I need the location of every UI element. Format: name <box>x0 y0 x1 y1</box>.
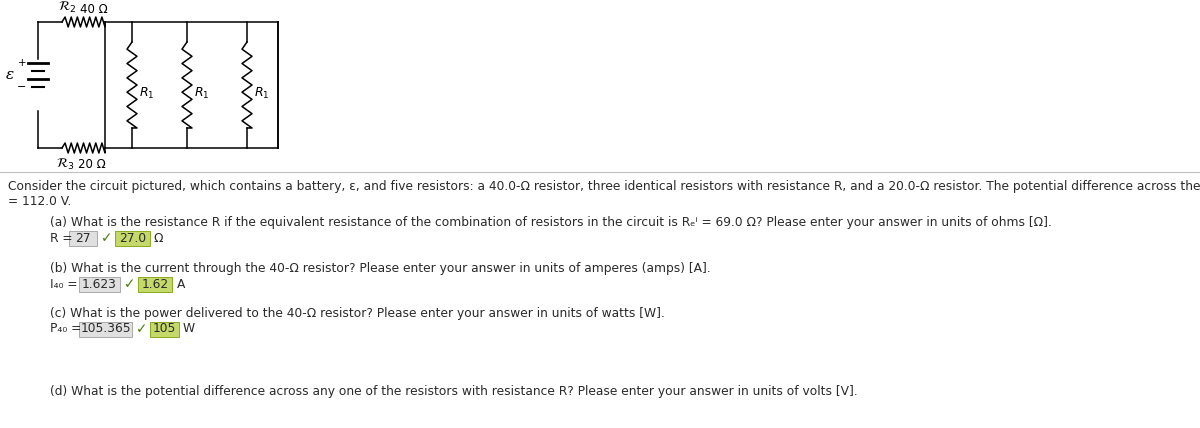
Text: 1.623: 1.623 <box>82 277 116 291</box>
Text: $R_1$: $R_1$ <box>254 86 270 101</box>
Text: 1.62: 1.62 <box>142 277 169 291</box>
Text: Ω: Ω <box>154 232 163 244</box>
FancyBboxPatch shape <box>79 276 120 291</box>
Text: P₄₀ =: P₄₀ = <box>50 323 85 336</box>
Text: (a) What is the resistance R if the equivalent resistance of the combination of : (a) What is the resistance R if the equi… <box>50 216 1052 229</box>
Text: ✓: ✓ <box>124 277 136 291</box>
Text: (b) What is the current through the 40-Ω resistor? Please enter your answer in u: (b) What is the current through the 40-Ω… <box>50 262 710 275</box>
Text: 20 Ω: 20 Ω <box>78 158 106 170</box>
Text: Consider the circuit pictured, which contains a battery, ε, and five resistors: : Consider the circuit pictured, which con… <box>8 180 1200 193</box>
Text: R =: R = <box>50 232 77 244</box>
Text: = 112.0 V.: = 112.0 V. <box>8 195 71 208</box>
FancyBboxPatch shape <box>79 321 132 336</box>
Text: $R_1$: $R_1$ <box>194 86 210 101</box>
Text: $\mathcal{R}_3$: $\mathcal{R}_3$ <box>56 157 74 172</box>
Text: ✓: ✓ <box>136 322 148 336</box>
Text: 27: 27 <box>76 232 91 244</box>
FancyBboxPatch shape <box>138 276 173 291</box>
Text: −: − <box>17 82 26 92</box>
Text: 105.365: 105.365 <box>80 323 131 336</box>
Text: A: A <box>176 277 185 291</box>
Text: $R_1$: $R_1$ <box>139 86 155 101</box>
Text: (c) What is the power delivered to the 40-Ω resistor? Please enter your answer i: (c) What is the power delivered to the 4… <box>50 307 665 320</box>
Text: I₄₀ =: I₄₀ = <box>50 277 82 291</box>
Text: +: + <box>18 58 26 68</box>
Text: W: W <box>182 323 194 336</box>
FancyBboxPatch shape <box>70 231 97 246</box>
FancyBboxPatch shape <box>115 231 150 246</box>
Text: 40 Ω: 40 Ω <box>80 3 108 15</box>
Text: $\mathcal{R}_2$: $\mathcal{R}_2$ <box>58 0 77 15</box>
FancyBboxPatch shape <box>150 321 179 336</box>
Text: (d) What is the potential difference across any one of the resistors with resist: (d) What is the potential difference acr… <box>50 385 858 398</box>
Text: ✓: ✓ <box>101 231 113 245</box>
Text: 105: 105 <box>152 323 176 336</box>
Text: ε: ε <box>6 68 14 82</box>
Text: 27.0: 27.0 <box>119 232 146 244</box>
